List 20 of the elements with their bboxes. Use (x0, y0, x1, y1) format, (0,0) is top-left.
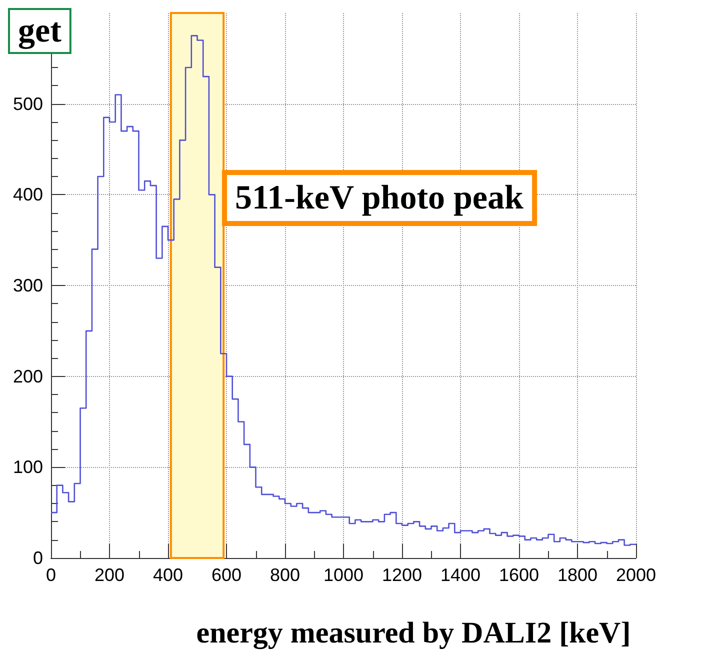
x-tick-label: 400 (152, 565, 184, 585)
x-tick-label: 1000 (323, 565, 364, 585)
annotation: get (18, 12, 62, 50)
x-tick-label: 1600 (498, 565, 540, 585)
x-tick-label: 1200 (382, 565, 422, 585)
y-tick-label: 0 (32, 548, 43, 568)
x-axis-title: energy measured by DALI2 [keV] (196, 616, 631, 650)
x-tick-label: 600 (211, 565, 242, 585)
y-tick-label: 100 (12, 457, 43, 478)
x-tick-label: 1400 (440, 565, 481, 585)
y-tick-label: 200 (12, 366, 43, 386)
x-tick-label: 200 (94, 565, 125, 585)
y-tick-label: 300 (12, 276, 43, 296)
x-tick-label: 2000 (616, 565, 656, 585)
x-tick-label: 0 (46, 565, 56, 585)
annotation: 511-keV photo peak (235, 180, 524, 216)
y-tick-label: 400 (12, 184, 43, 205)
x-tick-label: 1800 (557, 565, 598, 585)
y-tick-label: 500 (12, 94, 43, 114)
x-tick-label: 800 (270, 565, 300, 585)
